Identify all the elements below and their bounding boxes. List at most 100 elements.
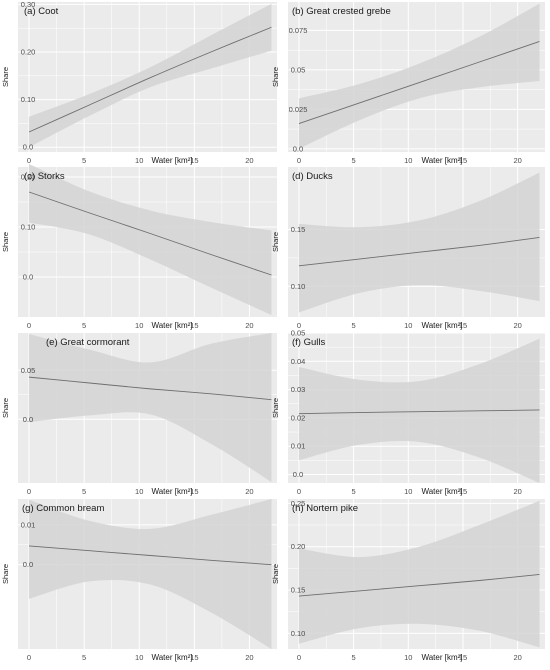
chart-panel-4: 0 5 10 15 20 Water [km²] 0.10 0.15 Share (d) Duck… (271, 167, 545, 330)
y-tick-label: 0.01 (21, 520, 36, 529)
x-axis-title: Water [km²] (421, 653, 462, 662)
x-tick-label: 15 (459, 653, 467, 662)
x-tick-label: 0 (297, 156, 301, 165)
x-tick-label: 0 (27, 321, 31, 330)
fitted-line (298, 573, 540, 597)
panel-title: (b) Great crested grebe (292, 6, 391, 17)
y-tick-label: 0.10 (21, 223, 36, 232)
y-axis-title: Share (1, 564, 10, 584)
y-tick-label: 0.10 (21, 95, 36, 104)
x-tick-label: 15 (459, 156, 467, 165)
x-tick-label: 20 (245, 321, 253, 330)
x-tick-label: 20 (245, 653, 253, 662)
x-axis-title: Water [km²] (151, 156, 192, 165)
y-tick-label: 0.15 (291, 586, 306, 595)
x-tick-label: 0 (27, 156, 31, 165)
x-tick-label: 5 (352, 487, 356, 496)
x-tick-label: 10 (404, 321, 412, 330)
x-tick-label: 0 (297, 487, 301, 496)
x-tick-label: 15 (190, 653, 198, 662)
y-tick-label: 0.20 (21, 173, 36, 182)
x-tick-label: 5 (352, 321, 356, 330)
fitted-line (298, 237, 540, 267)
y-tick-label: 0.30 (21, 0, 36, 9)
panel-title: (e) Great cormorant (46, 337, 130, 348)
confidence-band (298, 172, 540, 313)
y-tick-label: 0.04 (291, 357, 306, 366)
x-tick-label: 20 (513, 653, 521, 662)
y-tick-label: 0.10 (291, 629, 306, 638)
fitted-line (28, 376, 272, 401)
x-tick-label: 10 (404, 653, 412, 662)
chart-panel-1: 0 5 10 15 20 Water [km²] 0.0 0.10 0.20 0.30 Share (… (1, 0, 277, 165)
x-tick-label: 10 (404, 487, 412, 496)
panel-title: (g) Common bream (22, 503, 104, 514)
y-tick-label: 0.0 (293, 470, 303, 479)
y-tick-label: 0.15 (291, 225, 306, 234)
x-tick-label: 10 (135, 487, 143, 496)
x-tick-label: 5 (82, 321, 86, 330)
chart-panel-3: 0 5 10 15 20 Water [km²] 0.0 0.10 0.20 Share (c) S… (1, 164, 277, 330)
x-tick-label: 20 (513, 487, 521, 496)
x-tick-label: 15 (190, 321, 198, 330)
y-axis-title: Share (1, 398, 10, 418)
confidence-band (298, 500, 540, 648)
confidence-band (29, 499, 272, 649)
y-axis-title: Share (1, 67, 10, 87)
y-tick-label: 0.025 (289, 105, 308, 114)
y-tick-label: 0.20 (291, 542, 306, 551)
chart-panel-8: 0 5 10 15 20 Water [km²] 0.10 0.15 0.20 0.25 Share… (271, 499, 545, 662)
x-tick-label: 0 (27, 487, 31, 496)
x-tick-label: 10 (135, 321, 143, 330)
x-tick-label: 10 (135, 156, 143, 165)
chart-panel-2: 0 5 10 15 20 Water [km²] 0.0 0.025 0.05 0.075 Shar… (271, 2, 545, 165)
fitted-line (28, 545, 272, 566)
y-axis-title: Share (271, 67, 280, 87)
x-tick-label: 5 (82, 156, 86, 165)
confidence-band (29, 333, 272, 483)
y-tick-label: 0.25 (291, 499, 306, 508)
y-tick-label: 0.01 (291, 442, 306, 451)
fitted-line (298, 409, 540, 415)
y-axis-title: Share (271, 398, 280, 418)
x-tick-label: 5 (82, 487, 86, 496)
x-tick-label: 0 (27, 653, 31, 662)
panel-title: (h) Nortern pike (292, 503, 358, 514)
y-tick-label: 0.05 (291, 329, 306, 338)
x-axis-title: Water [km²] (151, 653, 192, 662)
x-tick-label: 20 (245, 487, 253, 496)
x-tick-label: 5 (82, 653, 86, 662)
y-tick-label: 0.075 (289, 26, 308, 35)
y-tick-label: 0.0 (23, 415, 33, 424)
chart-panel-7: 0 5 10 15 20 Water [km²] 0.0 0.01 Share (g) Commo… (1, 499, 277, 662)
x-tick-label: 0 (297, 321, 301, 330)
fitted-line (28, 191, 272, 276)
x-tick-label: 5 (352, 653, 356, 662)
x-axis-title: Water [km²] (151, 487, 192, 496)
fitted-line (28, 26, 272, 133)
y-tick-label: 0.20 (21, 48, 36, 57)
panel-title: (a) Coot (24, 6, 59, 17)
x-tick-label: 10 (135, 653, 143, 662)
panel-title: (f) Gulls (292, 337, 326, 348)
panel-title: (d) Ducks (292, 171, 333, 182)
panel-title: (c) Storks (24, 171, 65, 182)
x-tick-label: 20 (245, 156, 253, 165)
y-axis-title: Share (271, 564, 280, 584)
x-axis-title: Water [km²] (151, 321, 192, 330)
chart-panel-5: 0 5 10 15 20 Water [km²] 0.0 0.05 Share (e) Great… (1, 333, 277, 496)
confidence-band (298, 338, 540, 483)
y-tick-label: 0.05 (21, 366, 36, 375)
x-tick-label: 20 (513, 321, 521, 330)
x-tick-label: 15 (459, 321, 467, 330)
x-tick-label: 10 (404, 156, 412, 165)
y-axis-title: Share (271, 232, 280, 252)
x-tick-label: 0 (297, 653, 301, 662)
y-axis-title: Share (1, 232, 10, 252)
y-tick-label: 0.03 (291, 385, 306, 394)
chart-panel-6: 0 5 10 15 20 Water [km²] 0.0 0.01 0.02 0.03 0.04 0.… (271, 329, 545, 496)
y-tick-label: 0.05 (291, 65, 306, 74)
confidence-band (29, 3, 272, 148)
confidence-band (298, 3, 540, 149)
